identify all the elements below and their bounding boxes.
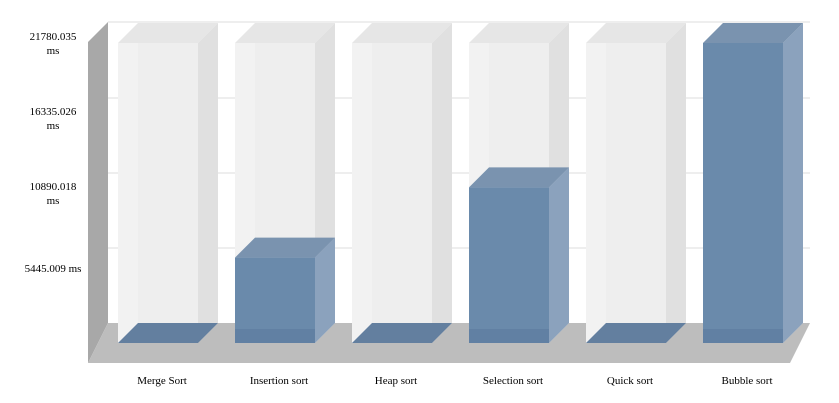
bars-layer <box>118 23 803 343</box>
bar-base-shade <box>235 329 315 343</box>
placeholder-top <box>118 23 218 43</box>
bar-side <box>315 237 335 343</box>
y-tick-label: 5445.009 ms <box>25 263 82 275</box>
bar-front <box>469 187 549 343</box>
bar-side <box>783 23 803 343</box>
x-category-label: Merge Sort <box>137 375 187 387</box>
bar-base-shade <box>703 329 783 343</box>
bar-top <box>586 323 686 343</box>
placeholder-side <box>666 23 686 343</box>
x-category-label: Heap sort <box>375 375 417 387</box>
placeholder-top <box>469 23 569 43</box>
bar-merge-sort <box>118 23 218 343</box>
bar-top <box>235 237 335 258</box>
bar-top <box>703 23 803 44</box>
left-wall <box>88 22 108 363</box>
placeholder-side <box>198 23 218 343</box>
placeholder-highlight <box>586 43 606 343</box>
placeholder-side <box>432 23 452 343</box>
x-axis-categories: Merge Sort Insertion sort Heap sort Selecti… <box>137 375 772 387</box>
y-axis-ticks: 5445.009 ms 10890.018 ms 16335.026 ms 21780.0… <box>25 31 82 275</box>
bar-front <box>235 257 315 343</box>
bar-front <box>703 43 783 343</box>
y-tick-label: 10890.018 ms <box>30 181 77 207</box>
placeholder-highlight <box>352 43 372 343</box>
x-category-label: Bubble sort <box>721 375 772 387</box>
x-category-label: Quick sort <box>607 375 653 387</box>
bar-top <box>118 323 218 343</box>
placeholder-highlight <box>118 43 138 343</box>
x-category-label: Selection sort <box>483 375 543 387</box>
bar-insertion-sort <box>235 23 335 343</box>
bar-bubble-sort <box>703 23 803 343</box>
placeholder-top <box>235 23 335 43</box>
placeholder-top <box>352 23 452 43</box>
bar-top <box>469 167 569 188</box>
y-tick-label: 16335.026 ms <box>30 106 77 132</box>
bar-side <box>549 167 569 343</box>
x-category-label: Insertion sort <box>250 375 308 387</box>
bar-top <box>352 323 452 343</box>
bar-base-shade <box>469 329 549 343</box>
bar-heap-sort <box>352 23 452 343</box>
grid-layer <box>108 21 810 249</box>
bar-selection-sort <box>469 23 569 343</box>
placeholder-top <box>586 23 686 43</box>
y-tick-label: 21780.035 ms <box>30 31 77 57</box>
bar-quick-sort <box>586 23 686 343</box>
